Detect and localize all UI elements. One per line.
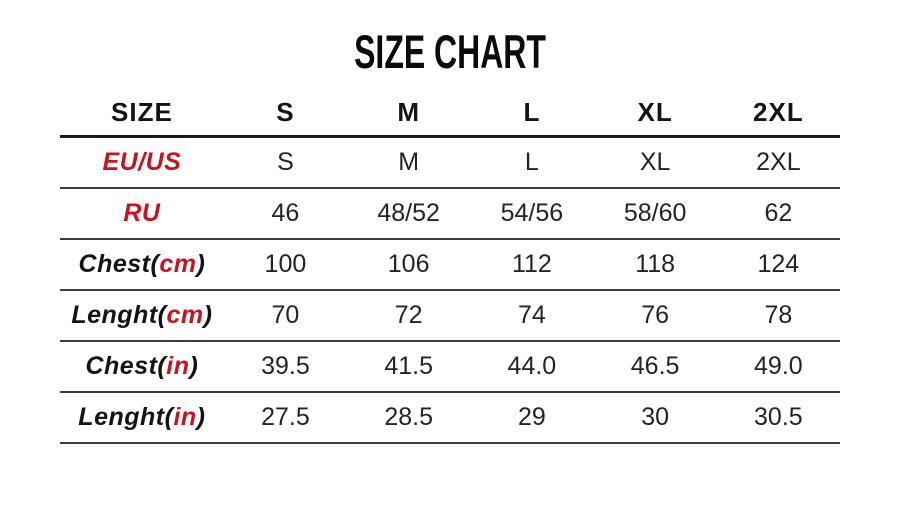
- table-cell: 2XL: [716, 136, 840, 189]
- table-cell: 28.5: [347, 392, 471, 444]
- table-cell: S: [223, 136, 348, 189]
- table-cell: 49.0: [716, 341, 840, 393]
- table-cell: 118: [593, 239, 717, 291]
- table-cell: 74: [470, 290, 594, 342]
- column-header-xl: XL: [593, 90, 717, 138]
- table-cell: L: [470, 136, 594, 189]
- row-label-text: Chest(: [85, 352, 167, 380]
- table-cell: 70: [223, 290, 348, 342]
- row-label-text: Chest(: [78, 250, 160, 278]
- table-cell: 30: [593, 392, 717, 444]
- table-cell: 58/60: [593, 188, 717, 240]
- table-cell: 78: [716, 290, 840, 342]
- page-title: SIZE CHART: [354, 25, 546, 78]
- header-row: SIZE S M L XL 2XL: [60, 90, 840, 138]
- row-label-unit: in: [173, 403, 197, 431]
- table-cell: 46.5: [593, 341, 717, 393]
- table-cell: 30.5: [716, 392, 840, 444]
- page-title-container: SIZE CHART: [0, 24, 900, 78]
- table-cell: 124: [716, 239, 840, 291]
- row-label-suffix: ): [196, 250, 206, 278]
- table-cell: 106: [347, 239, 471, 291]
- row-label-text: Lenght(: [71, 301, 167, 329]
- size-chart-table: SIZE S M L XL 2XL EU/US S M L XL 2XL: [60, 90, 840, 444]
- table-cell: 72: [347, 290, 471, 342]
- table-row-eu-us: EU/US S M L XL 2XL: [60, 136, 840, 189]
- row-label-ru: RU: [60, 188, 224, 240]
- table-cell: 62: [716, 188, 840, 240]
- table-cell: 46: [223, 188, 348, 240]
- table-row-chest-in: Chest(in) 39.5 41.5 44.0 46.5 49.0: [60, 341, 840, 393]
- row-label-suffix: ): [189, 352, 199, 380]
- column-header-2xl: 2XL: [716, 90, 840, 138]
- table-row-lenght-in: Lenght(in) 27.5 28.5 29 30 30.5: [60, 392, 840, 444]
- table-cell: 29: [470, 392, 594, 444]
- table-row-ru: RU 46 48/52 54/56 58/60 62: [60, 188, 840, 240]
- row-label-suffix: ): [203, 301, 213, 329]
- size-chart-container: SIZE S M L XL 2XL EU/US S M L XL 2XL: [60, 90, 840, 444]
- table-cell: 54/56: [470, 188, 594, 240]
- table-cell: 39.5: [223, 341, 348, 393]
- column-header-s: S: [223, 90, 348, 138]
- row-label-chest-cm: Chest(cm): [60, 239, 224, 291]
- table-cell: 76: [593, 290, 717, 342]
- row-label-chest-in: Chest(in): [60, 341, 224, 393]
- table-cell: 27.5: [223, 392, 348, 444]
- column-header-size: SIZE: [60, 90, 224, 138]
- row-label-unit: in: [166, 352, 190, 380]
- row-label-lenght-cm: Lenght(cm): [60, 290, 224, 342]
- table-cell: 41.5: [347, 341, 471, 393]
- row-label-text: EU/US: [102, 148, 182, 176]
- table-cell: XL: [593, 136, 717, 189]
- table-cell: 112: [470, 239, 594, 291]
- column-header-m: M: [347, 90, 471, 138]
- table-cell: 100: [223, 239, 348, 291]
- table-row-lenght-cm: Lenght(cm) 70 72 74 76 78: [60, 290, 840, 342]
- row-label-unit: cm: [159, 250, 197, 278]
- table-cell: 48/52: [347, 188, 471, 240]
- table-cell: M: [347, 136, 471, 189]
- table-row-chest-cm: Chest(cm) 100 106 112 118 124: [60, 239, 840, 291]
- row-label-eu-us: EU/US: [60, 136, 224, 189]
- row-label-lenght-in: Lenght(in): [60, 392, 224, 444]
- row-label-text: Lenght(: [78, 403, 174, 431]
- row-label-unit: cm: [166, 301, 204, 329]
- row-label-suffix: ): [196, 403, 206, 431]
- table-cell: 44.0: [470, 341, 594, 393]
- row-label-text: RU: [123, 199, 161, 227]
- column-header-l: L: [470, 90, 594, 138]
